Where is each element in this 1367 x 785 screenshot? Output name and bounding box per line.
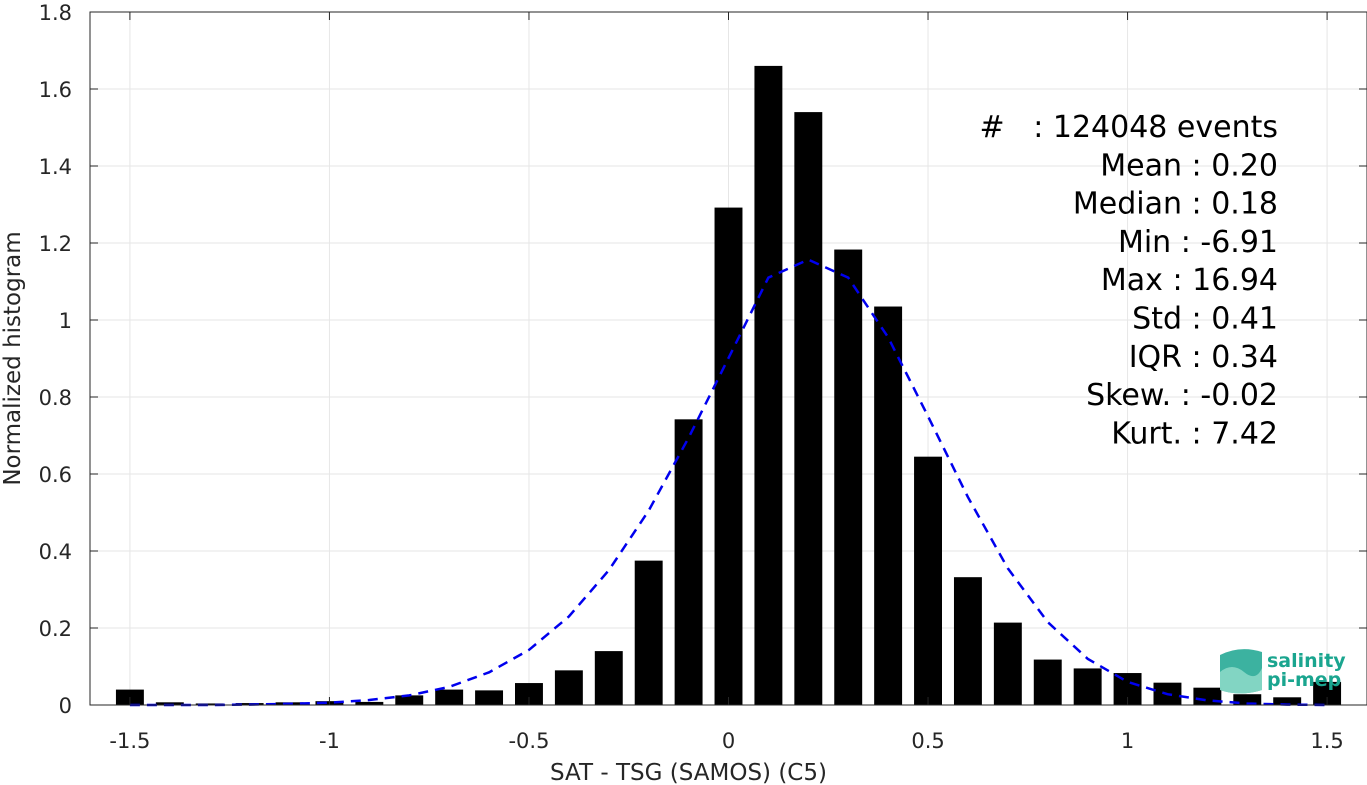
histogram-bar [195,703,224,705]
x-tick-label: 1.5 [1310,729,1343,753]
histogram-bar [1273,697,1302,705]
histogram-bar [953,577,982,705]
histogram-bar [714,207,743,705]
histogram-bar [475,690,504,705]
stats-line: Skew. : -0.02 [1086,378,1278,413]
histogram-bar [1233,694,1262,705]
histogram-bar [674,419,703,705]
stats-line: Std : 0.41 [1132,302,1278,337]
histogram-bar [155,702,184,705]
histogram-bar [1073,668,1102,705]
y-tick-label: 1 [59,309,72,333]
histogram-bar [435,689,464,705]
y-tick-label: 1.8 [39,1,72,25]
histogram-bar [914,456,942,705]
histogram-bar [834,249,863,706]
bars [115,65,1342,706]
x-tick-label: -0.5 [508,729,549,753]
y-tick-label: 0 [59,694,72,718]
x-tick-label: 0.5 [911,729,944,753]
x-tick-label: 0 [722,729,735,753]
y-tick-label: 0.6 [39,463,72,487]
histogram-bar [874,306,903,705]
logo-emblem-wave [1220,667,1262,694]
y-tick-label: 1.6 [39,78,72,102]
y-tick-label: 0.2 [39,617,72,641]
stats-line: IQR : 0.34 [1129,340,1278,375]
stats-line: Kurt. : 7.42 [1111,416,1278,451]
histogram-bar [594,651,623,705]
logo-line-2: pi-mep [1267,669,1341,691]
y-tick-label: 0.4 [39,540,72,564]
y-axis: 0 0.2 0.4 0.6 0.8 1 1.2 1.4 1.6 1.8 [39,1,1367,718]
logo-line-1: salinity [1267,650,1346,672]
x-tick-label: 1 [1121,729,1134,753]
stats-line: Max : 16.94 [1101,263,1278,298]
y-axis-label: Normalized histogram [0,231,26,485]
histogram-bar [515,683,543,705]
salinity-pi-mep-logo: salinity pi-mep [1220,649,1346,694]
stats-line: # : 124048 events [979,110,1278,145]
stats-line: Median : 0.18 [1073,187,1278,222]
histogram-bar [794,112,823,706]
x-tick-label: -1 [319,729,340,753]
histogram-bar [554,670,583,705]
x-axis: -1.5 -1 -0.5 0 0.5 1 1.5 [109,12,1344,753]
stats-line: Mean : 0.20 [1100,148,1278,183]
histogram-bar [1313,681,1342,705]
stats-line: Min : -6.91 [1118,225,1278,260]
histogram-bar [993,622,1022,705]
y-tick-label: 1.2 [39,232,72,256]
histogram-bar [1033,659,1062,705]
fit-curve [129,258,1328,707]
histogram-bar [754,65,783,705]
histogram-bar [395,695,424,705]
x-axis-label: SAT - TSG (SAMOS) (C5) [550,760,827,785]
x-tick-label: -1.5 [109,729,150,753]
y-tick-label: 1.4 [39,155,72,179]
histogram-bar [355,701,384,705]
histogram-bar [634,560,663,705]
y-tick-label: 0.8 [39,386,72,410]
